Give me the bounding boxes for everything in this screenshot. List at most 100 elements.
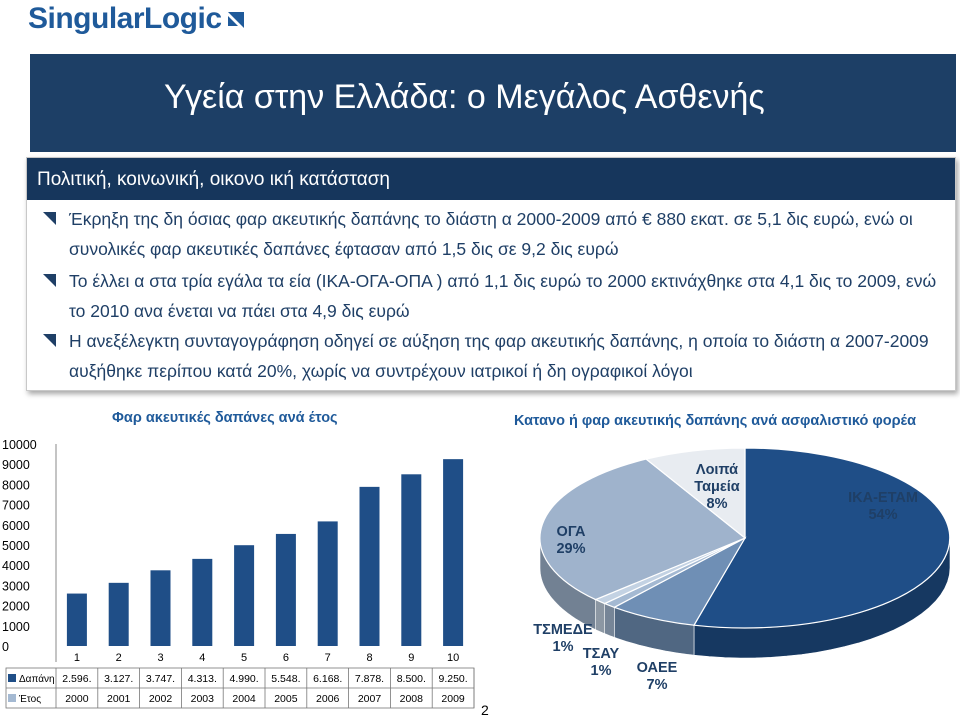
bar — [234, 545, 255, 646]
pie-chart: ΙΚΑ-ΕΤΑΜ54%ΟΑΕΕ7%ΤΣΑΥ1%ΤΣΜΕΔΕ1%ΟΓΑ29%Λοι… — [533, 447, 951, 693]
bar — [192, 558, 213, 646]
pie-slice-side — [604, 603, 615, 638]
pie-slice-name: ΤΣΜΕΔΕ — [533, 622, 593, 638]
year-label: 2005 — [274, 693, 298, 705]
y-tick-label: 2000 — [2, 600, 30, 614]
bullet-text: Έκρηξη της δη όσιας φαρ ακευτικής δαπάνη… — [69, 209, 913, 259]
data-value-label: 9.250. — [438, 673, 467, 685]
bar — [359, 486, 380, 646]
x-tick-label: 9 — [408, 652, 414, 664]
data-value-label: 7.878. — [355, 673, 384, 685]
y-tick-label: 6000 — [2, 519, 30, 533]
y-tick-label: 7000 — [2, 499, 30, 513]
pie-slice-percent: 8% — [707, 496, 728, 512]
slide-title-bar: Υγεία στην Ελλάδα: ο Μεγάλος Ασθενής — [30, 54, 956, 152]
bullet-item: Έκρηξη της δη όσιας φαρ ακευτικής δαπάνη… — [43, 204, 948, 264]
singularlogic-logo: SingularLogic — [28, 2, 246, 36]
bar-chart: 0 1000 2000 3000 4000 5000 6000 7000 8000 9000 100… — [2, 438, 475, 709]
pie-slice-name: ΙΚΑ-ΕΤΑΜ — [848, 490, 918, 506]
x-tick-label: 7 — [325, 652, 331, 664]
section-header: Πολιτική, κοινωνική, οικονο ική κατάστασ… — [27, 158, 955, 200]
pie-slice-name: ΟΓΑ — [557, 524, 586, 540]
bullet-triangle-icon — [43, 212, 56, 225]
data-value-label: 4.313. — [188, 673, 217, 685]
y-tick-label: 3000 — [2, 579, 30, 593]
x-tick-label: 1 — [74, 652, 80, 664]
years-legend-key — [8, 694, 16, 702]
data-value-label: 3.127. — [104, 673, 133, 685]
bullet-triangle-icon — [43, 334, 56, 347]
x-tick-label: 8 — [366, 652, 372, 664]
y-tick-label: 1000 — [2, 620, 30, 634]
logo-text-logic: Logic — [144, 2, 222, 35]
series-legend-key — [8, 674, 16, 682]
data-value-label: 4.990. — [229, 673, 258, 685]
pie-slice — [539, 458, 747, 601]
y-tick-label: 9000 — [2, 458, 30, 472]
x-tick-label: 2 — [116, 652, 122, 664]
x-tick-label: 5 — [241, 652, 247, 664]
x-tick-label: 3 — [157, 652, 163, 664]
year-label: 2002 — [149, 693, 173, 705]
years-row-label: Έτος — [18, 694, 41, 705]
bullet-item: Το έλλει α στα τρία εγάλα τα εία (ΙΚΑ-ΟΓ… — [43, 266, 948, 326]
y-tick-label: 10000 — [2, 438, 37, 452]
pie-slice-percent: 29% — [556, 541, 585, 557]
y-tick-label: 8000 — [2, 478, 30, 492]
y-tick-label: 0 — [2, 640, 9, 654]
x-tick-label: 4 — [199, 652, 205, 664]
pie-slice-side — [595, 599, 605, 635]
pie-slice-percent: 7% — [647, 677, 668, 693]
bar — [150, 570, 171, 646]
y-tick-label: 5000 — [2, 539, 30, 553]
bar — [401, 474, 422, 646]
pie-slice-name: Λοιπά — [696, 462, 738, 478]
series-name-label: Δαπάνη — [19, 673, 55, 685]
logo-mark-icon — [227, 12, 244, 28]
pie-slice-percent: 1% — [591, 663, 612, 679]
bar — [275, 533, 296, 646]
bullet-triangle-icon — [43, 274, 56, 287]
page-number: 2 — [481, 702, 489, 718]
bullet-text: Το έλλει α στα τρία εγάλα τα εία (ΙΚΑ-ΟΓ… — [69, 271, 937, 321]
data-value-label: 5.548. — [271, 673, 300, 685]
pie-chart-title: Κατανο ή φαρ ακευτικής δαπάνης ανά ασφαλ… — [514, 413, 916, 429]
data-value-label: 3.747. — [146, 673, 175, 685]
content-panel: Πολιτική, κοινωνική, οικονο ική κατάστασ… — [26, 157, 956, 391]
bar — [108, 582, 129, 646]
bar-chart-title: Φαρ ακευτικές δαπάνες ανά έτος — [112, 410, 338, 426]
bar — [317, 521, 338, 646]
pie-slice — [693, 447, 951, 629]
year-label: 2009 — [441, 693, 465, 705]
year-label: 2001 — [107, 693, 131, 705]
bar — [443, 459, 464, 646]
data-value-label: 8.500. — [397, 673, 426, 685]
logo-text-singular: Singular — [28, 2, 145, 35]
pie-slice-percent: 1% — [553, 639, 574, 655]
x-tick-label: 6 — [283, 652, 289, 664]
pie-slice-name: Ταμεία — [694, 479, 739, 495]
slide-title: Υγεία στην Ελλάδα: ο Μεγάλος Ασθενής — [164, 78, 765, 116]
x-tick-label: 10 — [447, 652, 459, 664]
year-label: 2003 — [191, 693, 215, 705]
year-label: 2007 — [358, 693, 382, 705]
data-value-label: 2.596. — [62, 673, 91, 685]
bullet-item: Η ανεξέλεγκτη συνταγογράφηση οδηγεί σε α… — [43, 326, 948, 386]
pie-slice — [644, 447, 746, 540]
y-tick-label: 4000 — [2, 559, 30, 573]
pie-slice-name: ΤΣΑΥ — [583, 646, 620, 662]
section-title: Πολιτική, κοινωνική, οικονο ική κατάστασ… — [37, 169, 390, 190]
pie-slice-name: ΟΑΕΕ — [637, 660, 678, 676]
bullet-text: Η ανεξέλεγκτη συνταγογράφηση οδηγεί σε α… — [69, 331, 929, 381]
bar — [66, 593, 87, 646]
year-label: 2008 — [400, 693, 424, 705]
year-label: 2004 — [232, 693, 256, 705]
year-label: 2006 — [316, 693, 340, 705]
data-value-label: 6.168. — [313, 673, 342, 685]
